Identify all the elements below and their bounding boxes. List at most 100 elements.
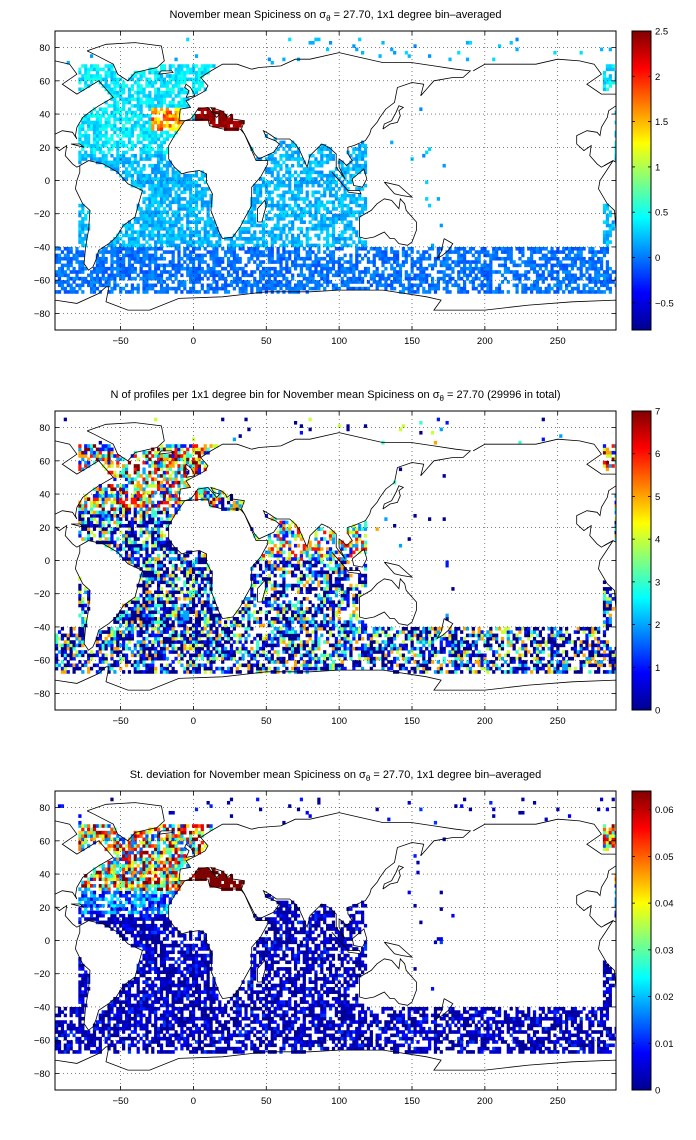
- heatmap-cell: [191, 256, 196, 261]
- heatmap-cell: [605, 233, 610, 238]
- heatmap-cell: [81, 253, 85, 258]
- heatmap-cell: [340, 263, 344, 268]
- x-tick-label: 250: [550, 336, 566, 347]
- heatmap-cell: [168, 104, 172, 108]
- heatmap-cell: [119, 616, 123, 621]
- heatmap-cell: [544, 286, 548, 291]
- heatmap-cell: [142, 114, 146, 118]
- heatmap-cell: [113, 253, 117, 258]
- heatmap-cell: [186, 213, 190, 218]
- heatmap-cell: [442, 276, 446, 281]
- heatmap-cell: [471, 246, 475, 251]
- heatmap-cell: [296, 203, 301, 208]
- heatmap-cell: [110, 530, 114, 535]
- heatmap-cell: [591, 286, 595, 291]
- heatmap-cell: [358, 197, 362, 201]
- heatmap-cell: [95, 523, 100, 528]
- heatmap-cell: [151, 253, 155, 258]
- heatmap-cell: [104, 246, 108, 251]
- heatmap-cell: [608, 67, 612, 72]
- heatmap-cell: [133, 243, 137, 248]
- heatmap-cell: [579, 270, 583, 274]
- heatmap-cell: [124, 130, 129, 135]
- heatmap-cell: [206, 217, 210, 221]
- heatmap-cell: [148, 640, 152, 644]
- heatmap-cell: [247, 240, 251, 244]
- heatmap-cell: [200, 177, 204, 181]
- heatmap-cell: [127, 533, 132, 538]
- heatmap-cell: [311, 183, 315, 188]
- heatmap-cell: [308, 276, 312, 281]
- heatmap-cell: [349, 177, 353, 181]
- heatmap-cell: [302, 233, 306, 238]
- heatmap-cell: [98, 263, 102, 268]
- heatmap-cell: [151, 187, 155, 191]
- heatmap-cell: [302, 167, 306, 171]
- heatmap-cell: [241, 246, 245, 251]
- heatmap-cell: [305, 227, 309, 231]
- heatmap-cell: [486, 283, 490, 288]
- heatmap-cell: [116, 517, 120, 521]
- heatmap-cell: [547, 250, 551, 254]
- heatmap-cell: [340, 266, 344, 271]
- heatmap-cell: [291, 207, 295, 211]
- heatmap-cell: [224, 236, 228, 241]
- heatmap-cell: [305, 170, 309, 175]
- heatmap-cell: [465, 250, 470, 254]
- heatmap-cell: [463, 283, 467, 288]
- heatmap-cell: [180, 104, 184, 108]
- heatmap-cell: [594, 263, 598, 268]
- heatmap-cell: [448, 246, 452, 251]
- heatmap-cell: [127, 127, 132, 131]
- heatmap-cell: [162, 140, 167, 145]
- heatmap-cell: [317, 256, 321, 261]
- heatmap-cell: [174, 173, 178, 178]
- heatmap-cell: [145, 557, 149, 561]
- heatmap-cell: [343, 183, 347, 188]
- heatmap-cell: [191, 283, 196, 288]
- heatmap-cell: [326, 276, 330, 281]
- heatmap-cell: [81, 124, 85, 128]
- heatmap-cell: [253, 236, 257, 241]
- heatmap-cell: [171, 74, 175, 78]
- heatmap-cell: [148, 557, 152, 561]
- heatmap-cell: [113, 276, 117, 281]
- heatmap-cell: [136, 490, 140, 495]
- heatmap-cell: [349, 280, 353, 284]
- heatmap-cell: [104, 77, 108, 82]
- heatmap-cell: [136, 114, 140, 118]
- heatmap-cell: [340, 276, 344, 281]
- heatmap-cell: [157, 223, 161, 228]
- heatmap-cell: [69, 270, 73, 274]
- heatmap-cell: [221, 266, 225, 271]
- heatmap-cell: [92, 140, 97, 145]
- title-subscript: θ: [440, 394, 445, 403]
- heatmap-cell: [57, 253, 62, 258]
- heatmap-cell: [238, 227, 242, 231]
- heatmap-cell: [101, 133, 105, 138]
- heatmap-cell: [279, 193, 283, 198]
- heatmap-cell: [200, 110, 204, 115]
- heatmap-cell: [524, 270, 528, 274]
- heatmap-cell: [323, 266, 327, 271]
- heatmap-cell: [124, 490, 129, 495]
- heatmap-cell: [124, 517, 129, 521]
- heatmap-cell: [363, 200, 368, 205]
- heatmap-cell: [503, 270, 508, 274]
- heatmap-cell: [139, 256, 143, 261]
- heatmap-cell: [139, 577, 143, 581]
- heatmap-cell: [57, 643, 62, 648]
- heatmap-cell: [582, 260, 586, 264]
- heatmap-cell: [436, 246, 440, 251]
- heatmap-cell: [148, 620, 152, 624]
- heatmap-cell: [538, 246, 542, 251]
- colorbar-tick-label: 1.5: [655, 117, 668, 128]
- heatmap-cell: [209, 286, 213, 291]
- heatmap-cell: [614, 276, 616, 281]
- heatmap-cell: [530, 246, 534, 251]
- heatmap-cell: [331, 253, 336, 258]
- heatmap-cell: [66, 266, 70, 271]
- heatmap-cell: [413, 44, 417, 48]
- heatmap-cell: [282, 283, 286, 288]
- heatmap-cell: [288, 190, 292, 195]
